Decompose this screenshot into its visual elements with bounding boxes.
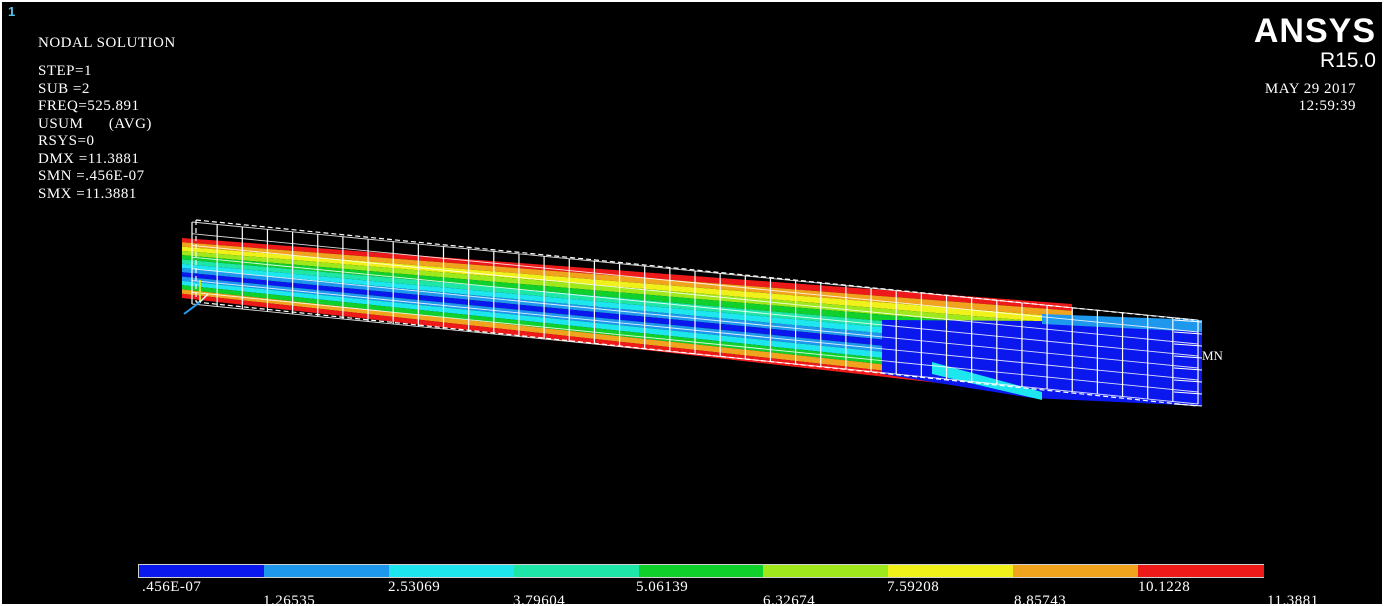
mesh-line <box>191 291 1199 393</box>
legend-label: 5.06139 <box>636 579 689 595</box>
param-freq: FREQ=525.891 <box>38 98 140 114</box>
contour-band <box>182 263 1072 351</box>
mesh-line <box>1173 379 1203 383</box>
element-mesh <box>191 221 1203 407</box>
mesh-line <box>1173 367 1203 371</box>
param-smx: SMX =11.3881 <box>38 185 137 202</box>
mesh-line <box>1173 331 1203 335</box>
mesh-line <box>191 221 1199 321</box>
coordinate-triad <box>183 280 209 315</box>
legend-swatch <box>1138 565 1264 577</box>
legend-swatch <box>888 565 1014 577</box>
window-number: 1 <box>8 4 16 19</box>
mesh-line <box>1173 343 1203 347</box>
legend-swatch <box>638 565 764 577</box>
ansys-logo: ANSYS <box>1253 12 1376 50</box>
param-sub: SUB =2 <box>38 80 90 97</box>
contour-legend-bar <box>138 564 1264 578</box>
min-region-edge <box>932 362 1042 400</box>
undeformed-shape-outline <box>195 219 1199 407</box>
contour-band <box>182 285 1072 385</box>
mesh-line <box>191 233 1199 333</box>
undeformed-edge-line <box>195 219 1195 321</box>
contour-band <box>182 238 1072 311</box>
param-dmx: DMX =11.3881 <box>38 150 140 167</box>
legend-label: 10.1228 <box>1138 579 1191 595</box>
legend-label: 1.26535 <box>263 593 316 606</box>
contour-band <box>182 289 1072 392</box>
legend-swatch <box>388 565 515 577</box>
param-smn: SMN =.456E-07 <box>38 168 145 184</box>
contour-band <box>182 255 1072 338</box>
contour-band <box>182 250 1072 331</box>
legend-label: 11.3881 <box>1267 593 1319 606</box>
contour-band <box>182 280 1072 378</box>
legend-label: 7.59208 <box>887 579 940 595</box>
legend-swatch <box>513 565 640 577</box>
legend-label: 8.85743 <box>1014 593 1067 606</box>
contour-band <box>182 293 1072 398</box>
legend-swatch <box>1013 565 1139 577</box>
legend-label: 3.79604 <box>513 593 566 606</box>
mesh-line <box>1173 355 1203 359</box>
param-step: STEP=1 <box>38 63 92 79</box>
contour-band <box>182 268 1072 358</box>
mesh-line <box>1173 391 1203 395</box>
version-label: R15.0 <box>1319 49 1376 72</box>
plot-time: 12:59:39 <box>1298 98 1356 114</box>
legend-label: 6.32674 <box>763 593 816 606</box>
mesh-line <box>191 244 1199 345</box>
mesh-line <box>191 256 1199 357</box>
solution-parameters: STEP=1 SUB =2 FREQ=525.891 USUM (AVG) RS… <box>38 63 152 203</box>
plot-date: MAY 29 2017 <box>1264 81 1356 97</box>
legend-swatch <box>763 565 889 577</box>
mesh-line <box>191 280 1199 381</box>
legend-label: .456E-07 <box>142 579 202 595</box>
min-marker: MN <box>1202 348 1224 363</box>
legend-label: 2.53069 <box>388 579 441 595</box>
mesh-line <box>191 303 1199 405</box>
contour-band <box>182 242 1072 318</box>
triad-z-axis <box>199 293 209 303</box>
contour-band <box>182 272 1072 365</box>
mesh-line <box>191 268 1199 369</box>
mesh-line <box>1173 319 1203 323</box>
param-usum: USUM (AVG) <box>38 115 152 132</box>
legend-swatch <box>139 565 265 577</box>
triad-x-axis <box>183 301 201 315</box>
param-rsys: RSYS=0 <box>38 133 95 149</box>
plot-title: NODAL SOLUTION <box>38 35 176 51</box>
legend-swatch <box>263 565 390 577</box>
contour-band <box>182 259 1072 345</box>
